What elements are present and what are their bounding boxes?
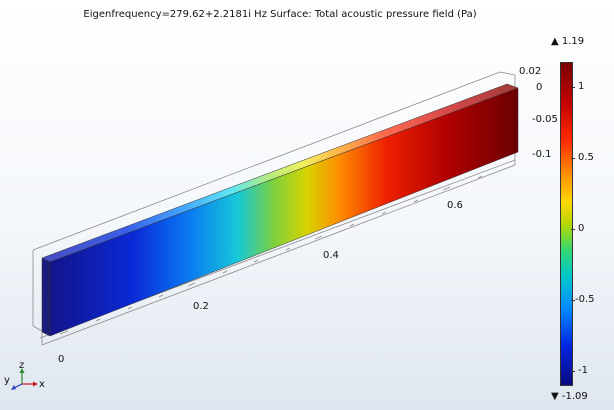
beam-end-face xyxy=(41,257,51,337)
colorbar-tick-label: 0.5 xyxy=(578,152,594,163)
z-tick-label: 0 xyxy=(536,82,542,93)
colorbar-tick-label: 0 xyxy=(578,223,585,234)
colorbar-max-label: ▲ 1.19 xyxy=(551,36,585,47)
y-axis-arrow xyxy=(13,383,23,389)
triad-y-label: y xyxy=(4,375,10,386)
x-tick-label: 0.4 xyxy=(323,250,339,261)
triad-z-label: z xyxy=(19,360,24,371)
x-tick-label: 0 xyxy=(58,354,64,365)
axis-triad: z x y xyxy=(4,360,45,390)
z-tick-label: 0.02 xyxy=(519,66,541,77)
x-tick-label: 0.2 xyxy=(193,301,209,312)
colorbar-tick-label: 1 xyxy=(578,81,585,92)
triad-x-label: x xyxy=(39,379,45,390)
colorbar-min-label: ▼ -1.09 xyxy=(551,391,588,402)
beam-surface[interactable] xyxy=(41,83,519,337)
colorbar-tick xyxy=(571,158,575,159)
colorbar-tick xyxy=(571,300,575,301)
colorbar-tick xyxy=(571,87,575,88)
colorbar-tick xyxy=(571,371,575,372)
x-tick-label: 0.6 xyxy=(447,200,463,211)
colorbar-tick xyxy=(571,229,575,230)
colorbar xyxy=(560,62,573,386)
z-tick-label: -0.1 xyxy=(532,149,552,160)
plot-title: Eigenfrequency=279.62+2.2181i Hz Surface… xyxy=(83,9,477,20)
colorbar-tick-label: -0.5 xyxy=(575,294,595,305)
x-axis-ticks xyxy=(59,175,483,335)
colorbar-tick-label: -1 xyxy=(578,365,588,376)
beam-front-face xyxy=(49,87,519,337)
z-tick-label: -0.05 xyxy=(532,114,558,125)
